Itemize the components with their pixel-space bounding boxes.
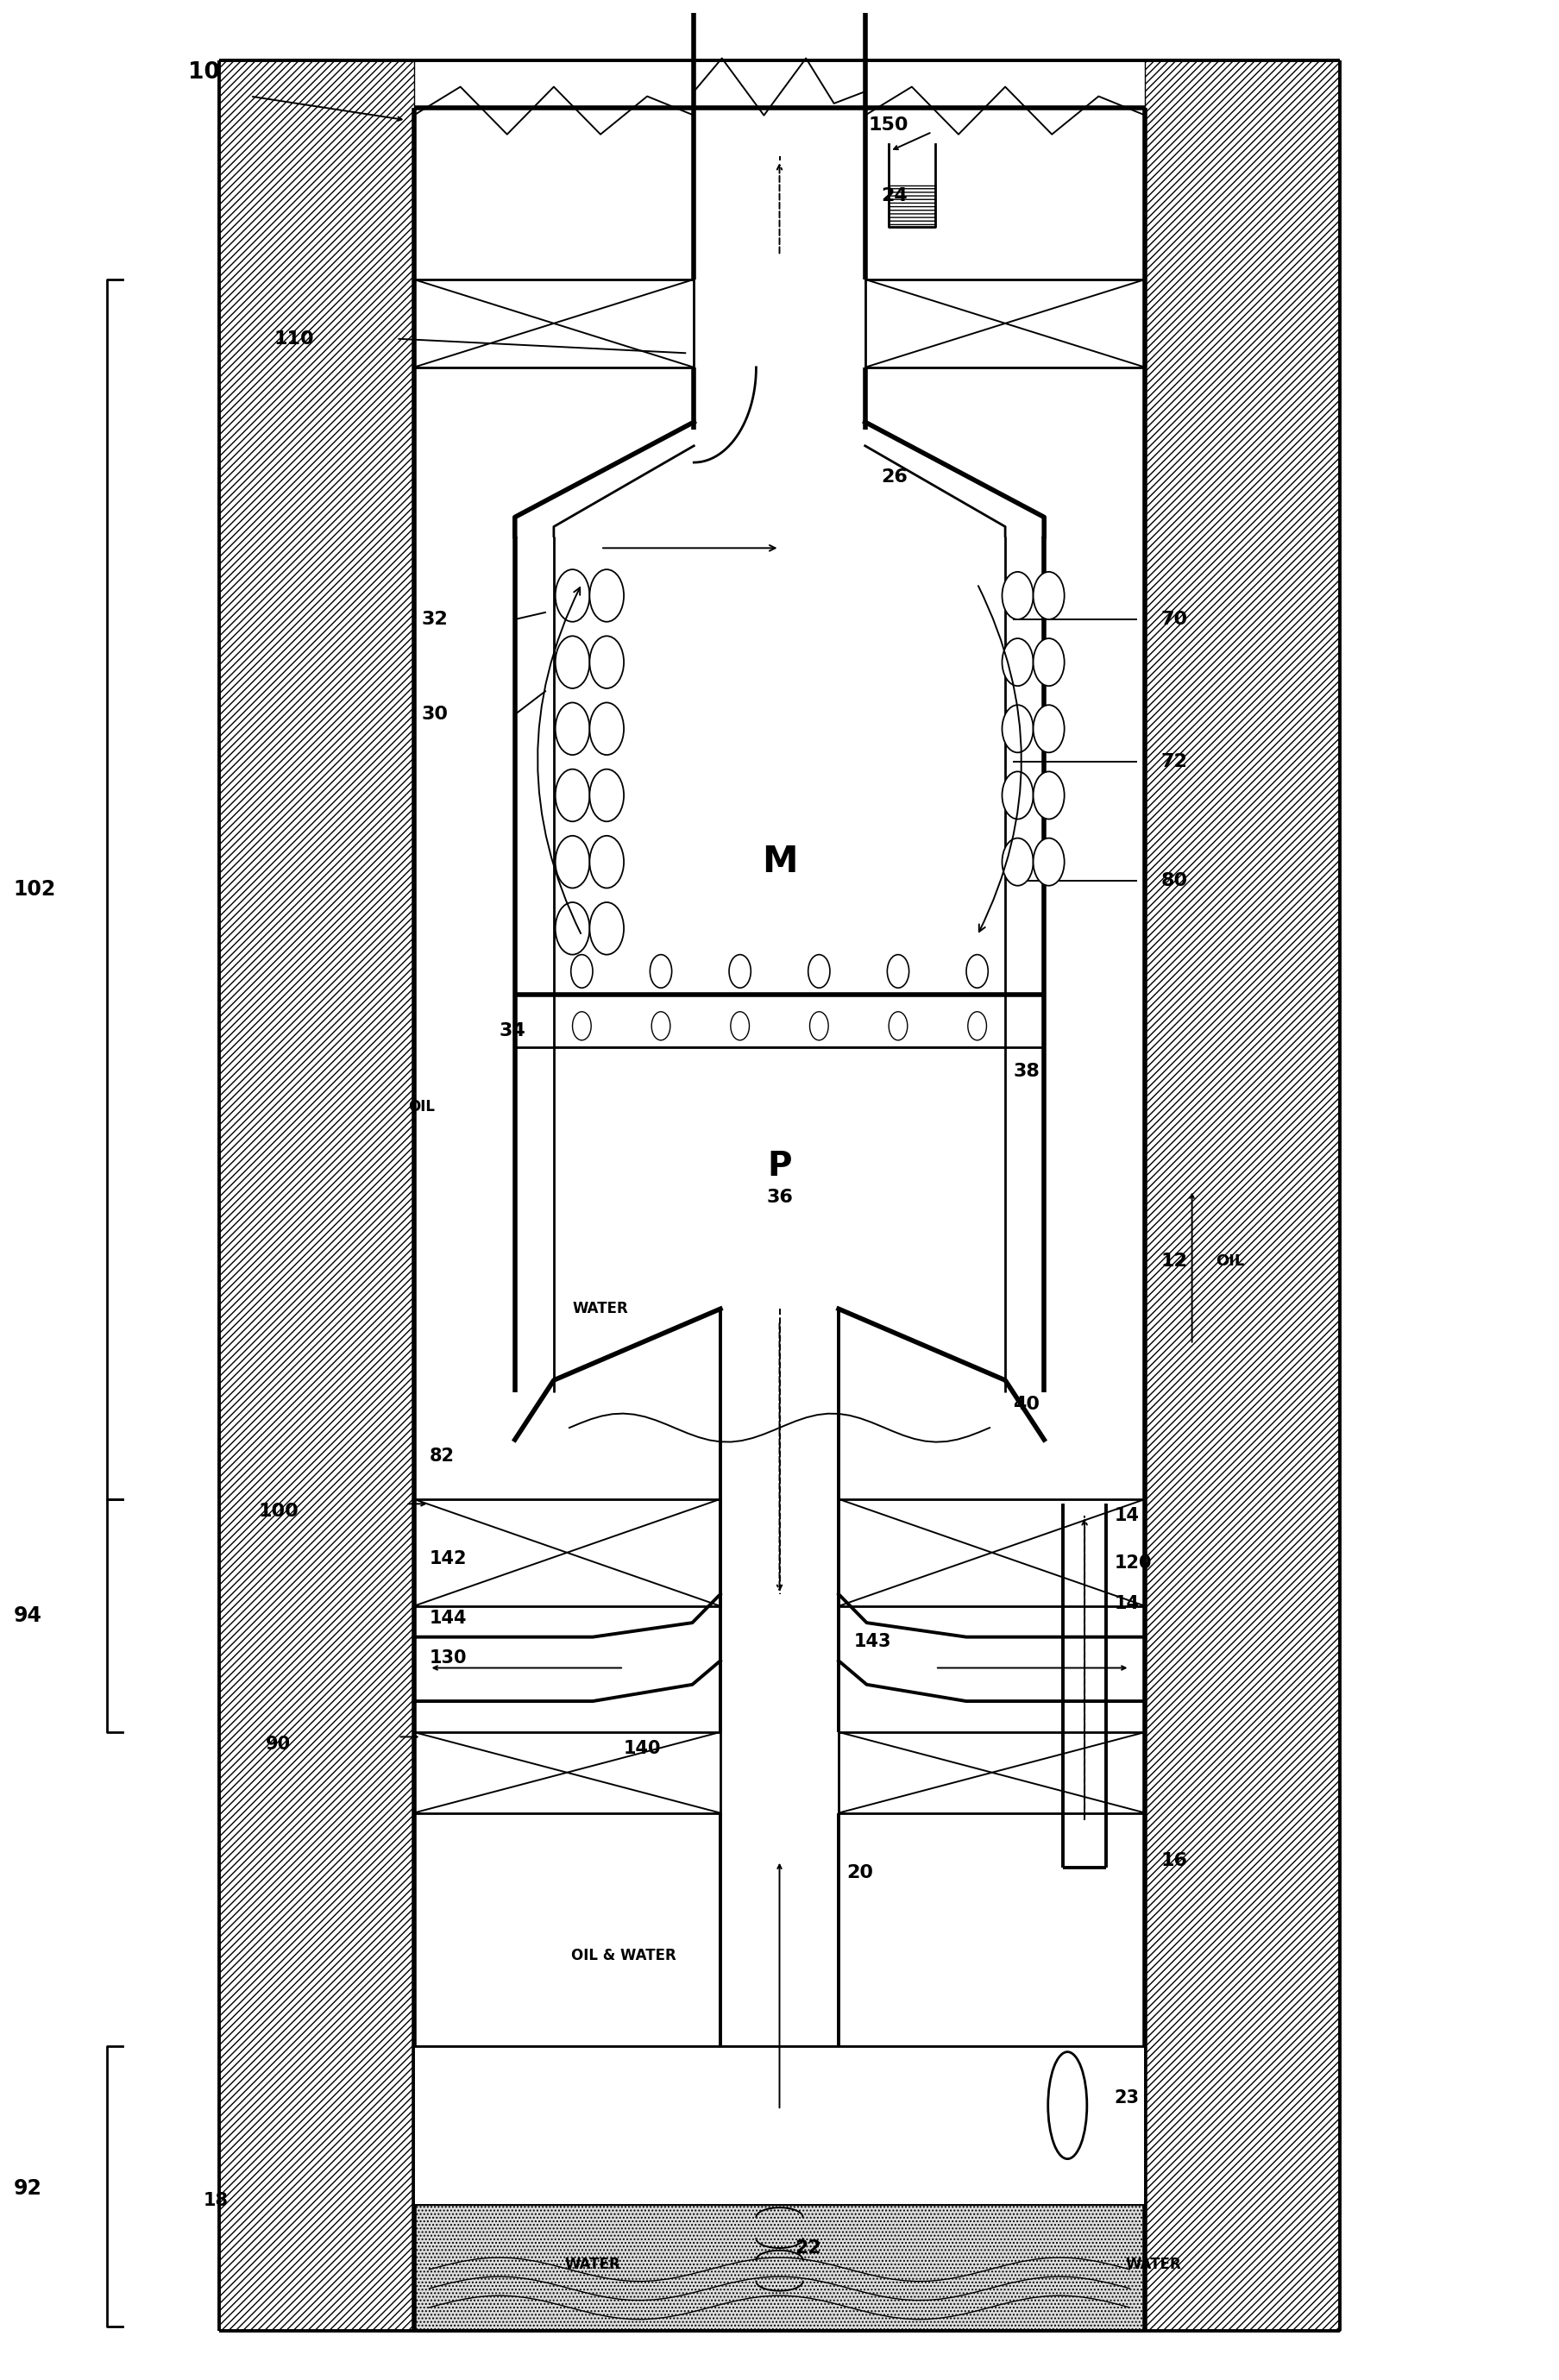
Text: 30: 30 xyxy=(421,707,449,724)
Text: 94: 94 xyxy=(14,1604,42,1626)
Bar xyxy=(839,1733,1146,1814)
Circle shape xyxy=(1034,571,1065,619)
Text: 22: 22 xyxy=(795,2240,822,2256)
Text: 34: 34 xyxy=(499,1021,525,1040)
Text: P: P xyxy=(767,1150,792,1183)
Text: 10: 10 xyxy=(189,62,220,83)
Text: 142: 142 xyxy=(429,1549,466,1566)
Circle shape xyxy=(730,954,751,988)
Bar xyxy=(839,1499,1146,1607)
Circle shape xyxy=(1002,704,1034,752)
Bar xyxy=(1146,60,1339,2332)
Text: WATER: WATER xyxy=(572,1302,628,1316)
Text: 140: 140 xyxy=(624,1740,661,1756)
Circle shape xyxy=(1034,704,1065,752)
Circle shape xyxy=(967,954,988,988)
Text: 36: 36 xyxy=(765,1188,794,1207)
Text: OIL: OIL xyxy=(1216,1254,1244,1269)
Circle shape xyxy=(555,769,589,821)
FancyArrowPatch shape xyxy=(538,588,582,933)
Text: 26: 26 xyxy=(881,469,907,486)
Circle shape xyxy=(555,569,589,621)
Bar xyxy=(413,278,694,367)
Bar xyxy=(220,60,413,2332)
Circle shape xyxy=(809,1012,828,1040)
Text: 14: 14 xyxy=(1115,1595,1140,1611)
Text: 102: 102 xyxy=(14,878,56,900)
Text: 23: 23 xyxy=(1115,2090,1140,2106)
Circle shape xyxy=(889,1012,907,1040)
Text: 40: 40 xyxy=(1013,1395,1040,1414)
Bar xyxy=(413,1733,720,1814)
FancyArrowPatch shape xyxy=(977,585,1021,931)
Text: 120: 120 xyxy=(1115,1554,1152,1571)
Circle shape xyxy=(589,702,624,754)
Bar xyxy=(865,278,1146,367)
Text: M: M xyxy=(762,845,797,881)
Bar xyxy=(514,536,1045,1440)
Circle shape xyxy=(808,954,829,988)
Bar xyxy=(889,186,935,226)
Text: 38: 38 xyxy=(1013,1061,1040,1081)
Text: 90: 90 xyxy=(267,1735,292,1752)
Circle shape xyxy=(589,569,624,621)
Text: WATER: WATER xyxy=(1126,2256,1182,2273)
Ellipse shape xyxy=(1048,2052,1087,2159)
Text: 143: 143 xyxy=(854,1633,892,1649)
Circle shape xyxy=(1034,771,1065,819)
Text: OIL & WATER: OIL & WATER xyxy=(571,1947,677,1964)
Text: 20: 20 xyxy=(847,1864,873,1880)
FancyArrowPatch shape xyxy=(603,545,775,550)
Bar xyxy=(220,60,413,2332)
Text: 82: 82 xyxy=(429,1447,454,1466)
Bar xyxy=(413,2047,1146,2206)
Circle shape xyxy=(650,954,672,988)
Bar xyxy=(413,2206,1146,2332)
Text: 110: 110 xyxy=(273,331,313,347)
Text: WATER: WATER xyxy=(564,2256,620,2273)
Circle shape xyxy=(1002,771,1034,819)
Text: 70: 70 xyxy=(1161,612,1188,628)
Circle shape xyxy=(555,835,589,888)
Text: 150: 150 xyxy=(868,117,909,133)
Circle shape xyxy=(1034,838,1065,885)
Circle shape xyxy=(652,1012,670,1040)
Text: 144: 144 xyxy=(429,1609,466,1626)
Text: 16: 16 xyxy=(1161,1852,1188,1868)
Bar xyxy=(1146,60,1339,2332)
Text: 18: 18 xyxy=(204,2192,229,2209)
Circle shape xyxy=(589,635,624,688)
Circle shape xyxy=(887,954,909,988)
Circle shape xyxy=(968,1012,987,1040)
Circle shape xyxy=(1002,838,1034,885)
Circle shape xyxy=(555,902,589,954)
Text: 92: 92 xyxy=(14,2178,42,2199)
Circle shape xyxy=(555,635,589,688)
Bar xyxy=(413,1499,720,1607)
Bar xyxy=(413,2206,1146,2332)
Text: OIL: OIL xyxy=(408,1100,435,1114)
Circle shape xyxy=(589,902,624,954)
Circle shape xyxy=(1002,638,1034,685)
Circle shape xyxy=(589,835,624,888)
Text: 14: 14 xyxy=(1115,1507,1140,1523)
Circle shape xyxy=(731,1012,750,1040)
Text: 32: 32 xyxy=(421,612,447,628)
Text: 100: 100 xyxy=(259,1502,298,1518)
Text: 12: 12 xyxy=(1161,1252,1188,1271)
Text: 24: 24 xyxy=(881,188,907,205)
Text: 72: 72 xyxy=(1161,754,1188,771)
Circle shape xyxy=(571,954,592,988)
Circle shape xyxy=(589,769,624,821)
Circle shape xyxy=(1002,571,1034,619)
Text: 80: 80 xyxy=(1161,873,1188,890)
Circle shape xyxy=(555,702,589,754)
Circle shape xyxy=(1034,638,1065,685)
Circle shape xyxy=(572,1012,591,1040)
Text: 130: 130 xyxy=(429,1649,466,1666)
